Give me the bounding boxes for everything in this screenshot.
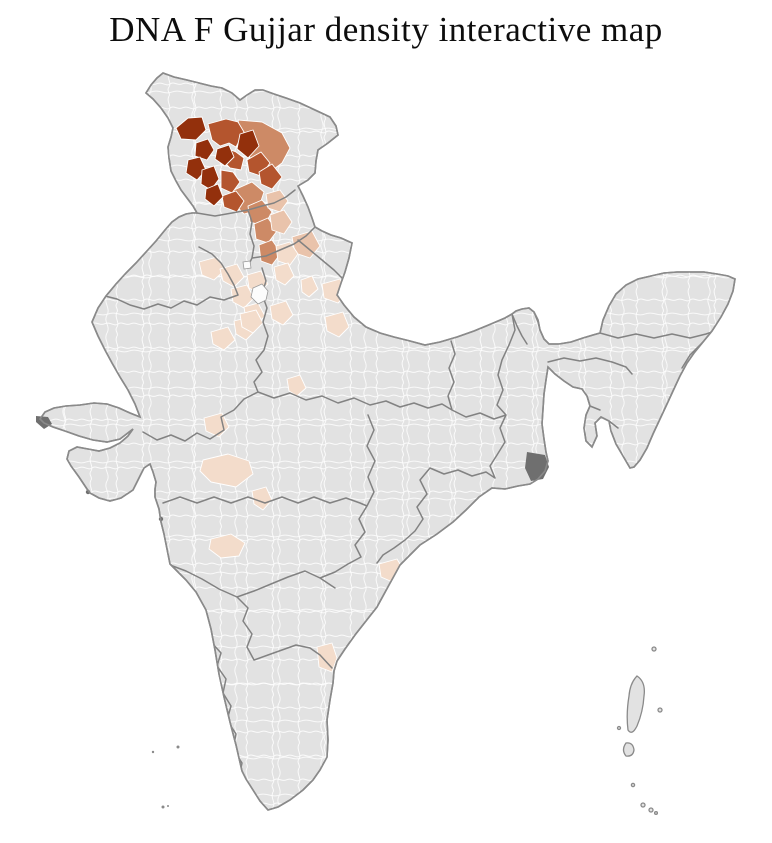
- district-region[interactable]: [221, 190, 245, 213]
- district-region[interactable]: [300, 275, 319, 298]
- district-region[interactable]: [204, 183, 224, 207]
- island-dot[interactable]: [616, 725, 622, 731]
- district-region[interactable]: [236, 129, 260, 159]
- district-region[interactable]: [275, 241, 299, 266]
- page-title: DNA F Gujjar density interactive map: [109, 10, 663, 49]
- delhi-region[interactable]: [250, 283, 269, 305]
- district-region[interactable]: [200, 165, 220, 191]
- island-dot[interactable]: [630, 782, 636, 788]
- choropleth-districts[interactable]: [175, 116, 406, 673]
- island-dot[interactable]: [176, 745, 180, 749]
- andaman-main-island[interactable]: [626, 675, 645, 733]
- district-region[interactable]: [269, 209, 293, 235]
- district-region[interactable]: [324, 311, 350, 338]
- district-region[interactable]: [251, 486, 273, 511]
- island-dot[interactable]: [648, 807, 654, 813]
- district-region[interactable]: [258, 239, 282, 266]
- district-region[interactable]: [258, 163, 283, 190]
- chandigarh-region[interactable]: [242, 260, 252, 270]
- district-region[interactable]: [175, 116, 207, 141]
- district-region[interactable]: [199, 453, 254, 488]
- district-region[interactable]: [207, 118, 245, 148]
- district-region[interactable]: [273, 262, 295, 286]
- district-region[interactable]: [198, 256, 226, 281]
- district-region[interactable]: [194, 138, 215, 161]
- island-dot[interactable]: [651, 646, 657, 652]
- island-dot[interactable]: [167, 805, 169, 807]
- district-region[interactable]: [208, 533, 246, 559]
- andaman-ring-island[interactable]: [622, 742, 635, 757]
- lakshadweep-islands[interactable]: [151, 745, 180, 809]
- district-region[interactable]: [220, 169, 241, 194]
- state-borders: [104, 189, 719, 790]
- district-region[interactable]: [214, 144, 235, 167]
- island-dot[interactable]: [161, 805, 165, 809]
- district-region[interactable]: [239, 309, 264, 334]
- district-region[interactable]: [286, 374, 307, 397]
- island-dot[interactable]: [151, 750, 155, 754]
- island-dot[interactable]: [653, 810, 659, 816]
- island-dot[interactable]: [657, 707, 663, 713]
- district-region[interactable]: [269, 300, 294, 326]
- island-dot[interactable]: [640, 802, 646, 808]
- district-region[interactable]: [316, 642, 338, 673]
- andaman-nicobar-islands[interactable]: [616, 646, 663, 816]
- district-region[interactable]: [210, 326, 236, 351]
